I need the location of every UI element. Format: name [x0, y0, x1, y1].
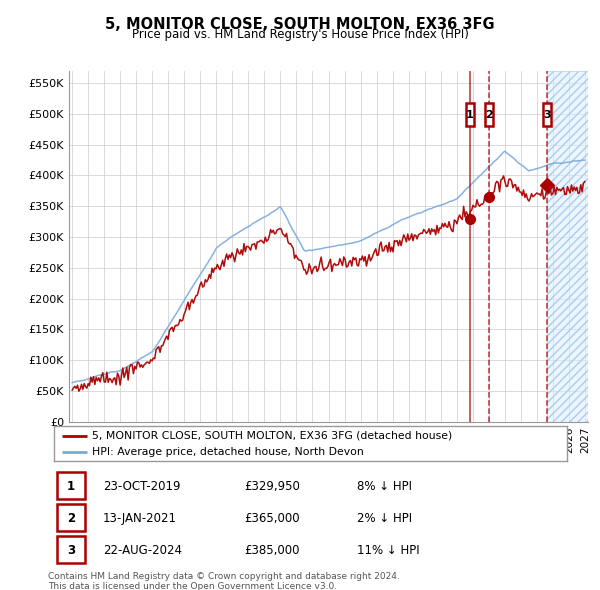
Text: This data is licensed under the Open Government Licence v3.0.: This data is licensed under the Open Gov… — [48, 582, 337, 590]
Bar — [485, 103, 493, 126]
Text: 5, MONITOR CLOSE, SOUTH MOLTON, EX36 3FG (detached house): 5, MONITOR CLOSE, SOUTH MOLTON, EX36 3FG… — [92, 431, 453, 441]
Text: Price paid vs. HM Land Registry's House Price Index (HPI): Price paid vs. HM Land Registry's House … — [131, 28, 469, 41]
Text: 11% ↓ HPI: 11% ↓ HPI — [356, 544, 419, 557]
Text: 1: 1 — [67, 480, 75, 493]
Text: 13-JAN-2021: 13-JAN-2021 — [103, 512, 177, 525]
Text: 8% ↓ HPI: 8% ↓ HPI — [356, 480, 412, 493]
Text: £365,000: £365,000 — [244, 512, 299, 525]
Text: 2: 2 — [67, 512, 75, 525]
Bar — [56, 472, 85, 499]
Text: £385,000: £385,000 — [244, 544, 299, 557]
Text: £329,950: £329,950 — [244, 480, 299, 493]
Text: 3: 3 — [67, 544, 75, 557]
Bar — [56, 504, 85, 531]
Bar — [56, 536, 85, 563]
Bar — [547, 71, 588, 422]
Text: HPI: Average price, detached house, North Devon: HPI: Average price, detached house, Nort… — [92, 447, 364, 457]
Text: Contains HM Land Registry data © Crown copyright and database right 2024.: Contains HM Land Registry data © Crown c… — [48, 572, 400, 581]
Text: 22-AUG-2024: 22-AUG-2024 — [103, 544, 182, 557]
Text: 2% ↓ HPI: 2% ↓ HPI — [356, 512, 412, 525]
Text: 1: 1 — [466, 110, 473, 120]
Text: 5, MONITOR CLOSE, SOUTH MOLTON, EX36 3FG: 5, MONITOR CLOSE, SOUTH MOLTON, EX36 3FG — [105, 17, 495, 31]
Text: 23-OCT-2019: 23-OCT-2019 — [103, 480, 180, 493]
Bar — [547, 71, 588, 422]
Text: 2: 2 — [485, 110, 493, 120]
Bar — [466, 103, 473, 126]
Bar — [543, 103, 551, 126]
Text: 3: 3 — [543, 110, 551, 120]
